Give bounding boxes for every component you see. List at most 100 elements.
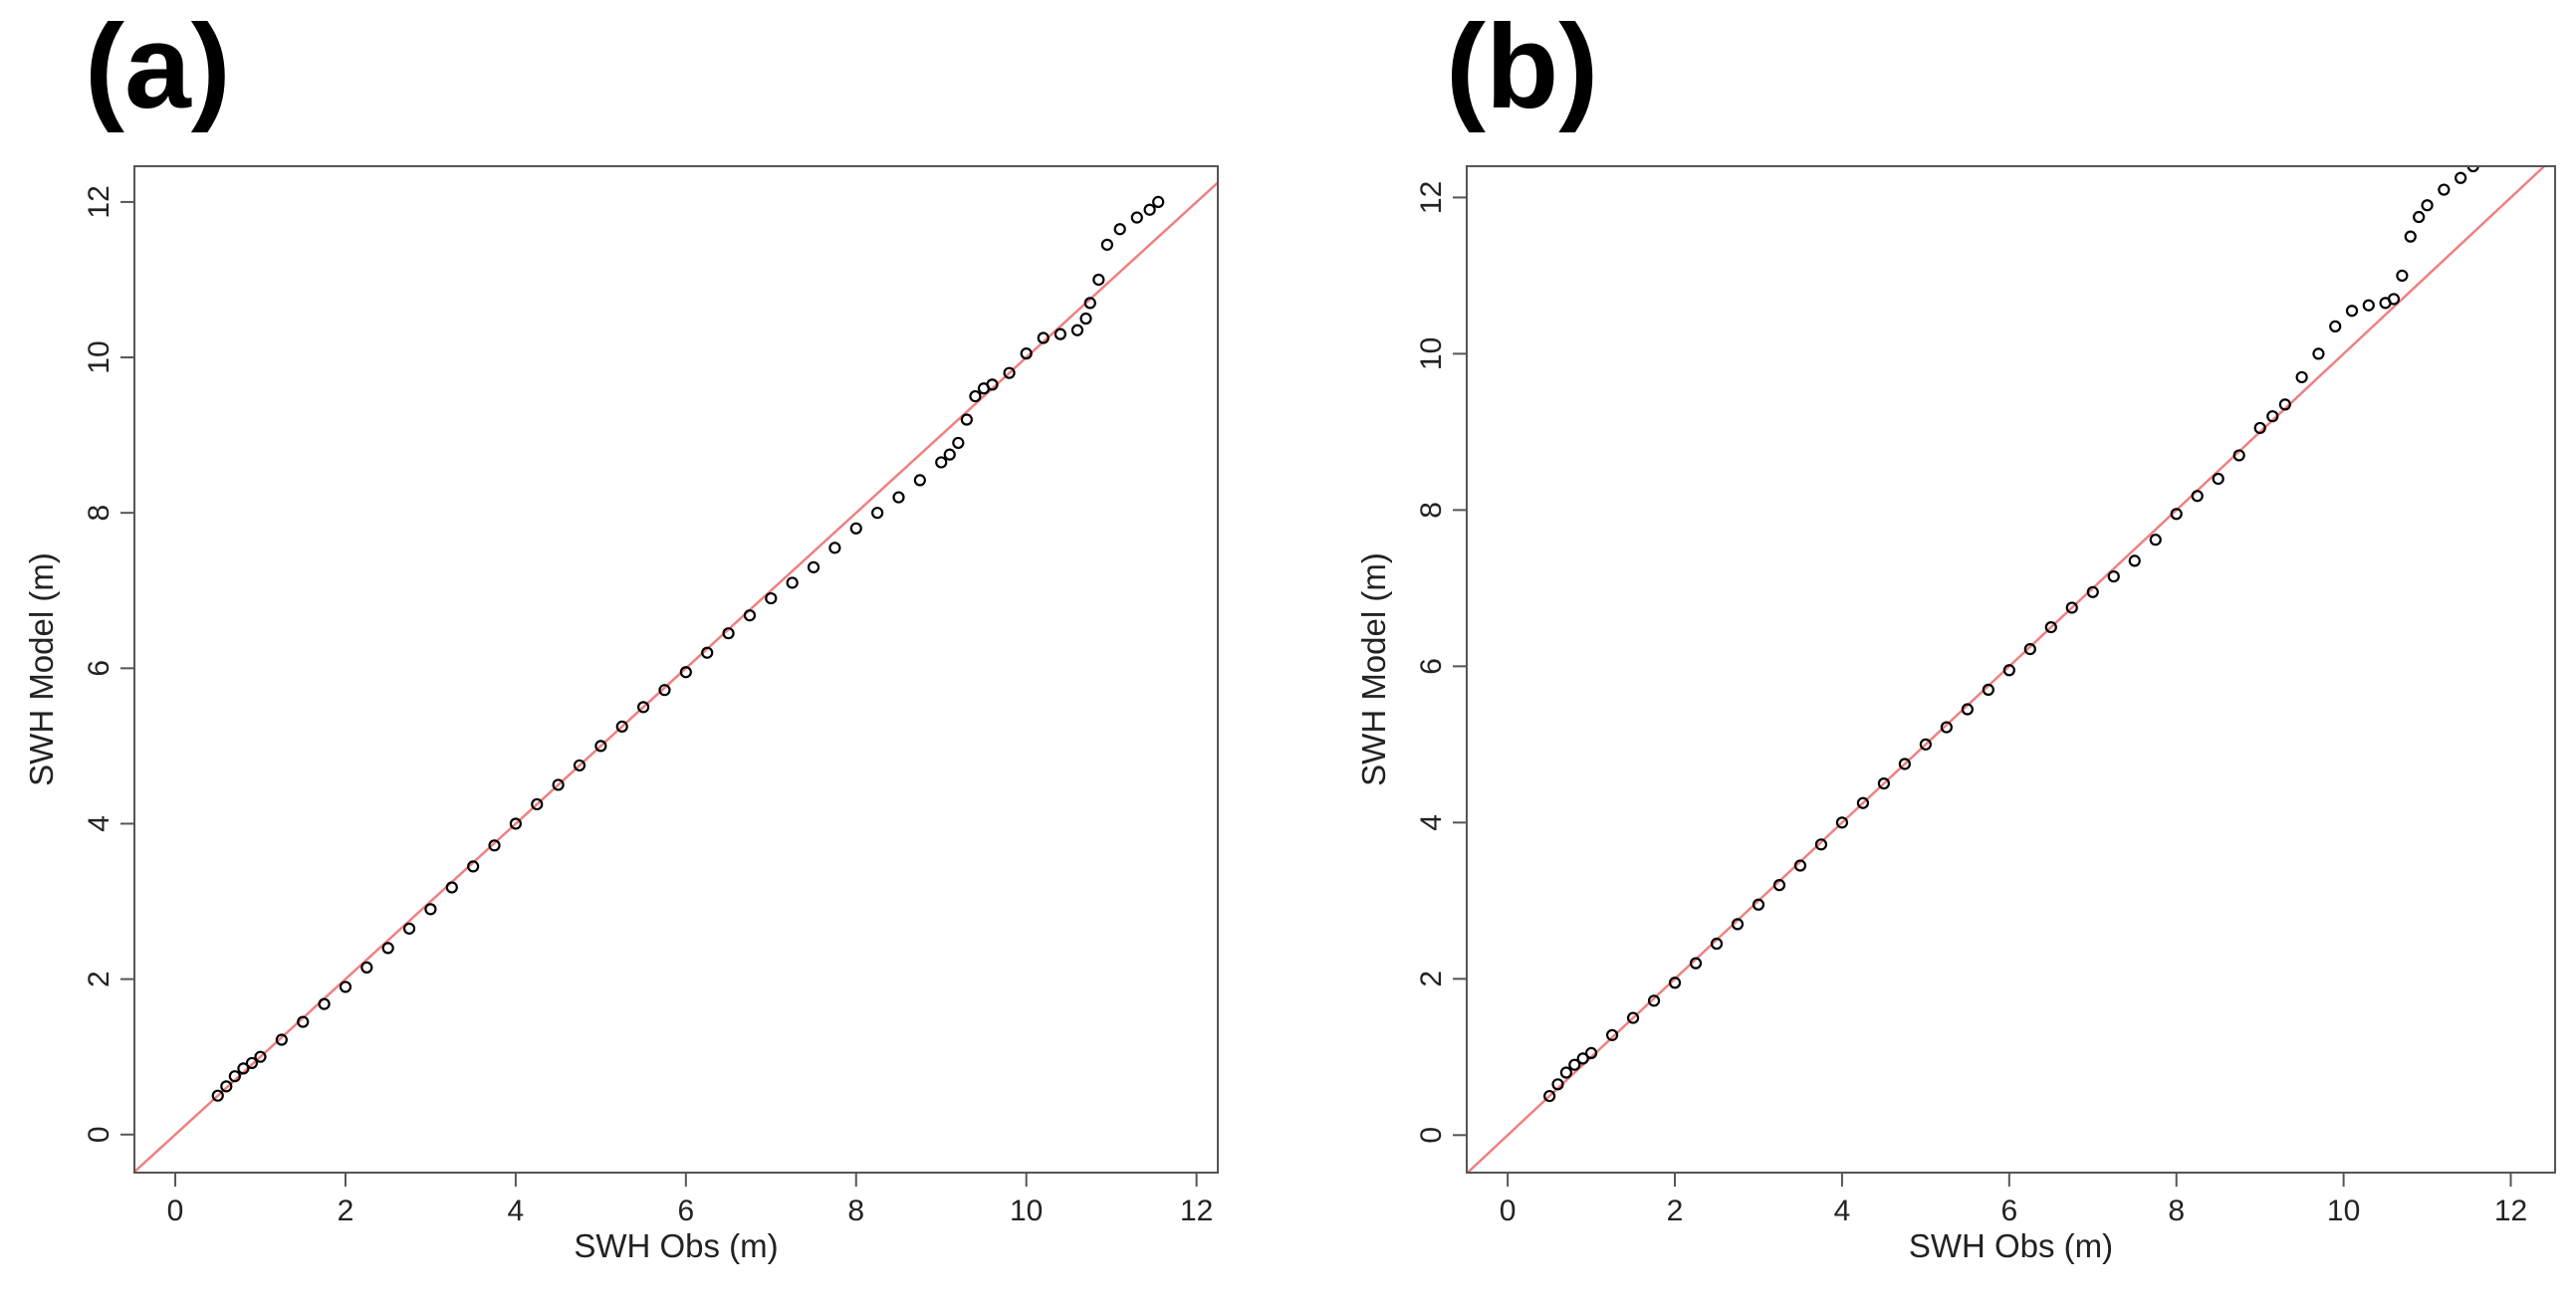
point [1940, 721, 1953, 734]
point [275, 1033, 288, 1046]
point [1037, 331, 1050, 344]
point [488, 839, 501, 852]
y-tick-label: 4 [1415, 814, 1448, 831]
point [1710, 937, 1724, 951]
point [573, 759, 586, 772]
point [1152, 195, 1165, 209]
point [339, 981, 352, 993]
point [424, 903, 437, 916]
point [615, 720, 628, 733]
x-axis-title: SWH Obs (m) [574, 1227, 778, 1264]
point [2295, 370, 2308, 384]
point [2345, 305, 2359, 318]
point [960, 413, 973, 426]
point [2232, 449, 2245, 462]
point [1576, 1052, 1589, 1065]
point [658, 684, 671, 697]
point [1083, 297, 1096, 310]
y-tick-label: 12 [83, 185, 116, 218]
x-tick-label: 12 [2494, 1195, 2527, 1227]
reference-line [134, 180, 1218, 1173]
x-tick-label: 0 [1500, 1195, 1517, 1227]
point [1054, 327, 1066, 340]
point [2396, 269, 2409, 282]
point [1856, 796, 1870, 809]
point [1551, 1078, 1564, 1091]
x-tick-label: 6 [2000, 1195, 2017, 1227]
point [1835, 816, 1849, 829]
point [2107, 569, 2120, 583]
point [531, 797, 544, 811]
point [2212, 472, 2225, 486]
point [743, 609, 757, 622]
point [2387, 293, 2401, 306]
point [1772, 879, 1786, 892]
y-tick-label: 12 [1415, 181, 1448, 214]
point [1543, 1089, 1556, 1103]
point [1100, 238, 1113, 251]
point [1568, 1058, 1581, 1071]
x-axis-title: SWH Obs (m) [1909, 1227, 2113, 1264]
x-tick-label: 4 [1834, 1195, 1851, 1227]
point [1626, 1011, 1640, 1024]
point [237, 1062, 250, 1075]
point [360, 961, 373, 974]
point [1079, 312, 1092, 326]
point [297, 1015, 310, 1028]
point [1113, 223, 1126, 236]
point [722, 627, 735, 640]
y-axis-title: SWH Model (m) [1355, 552, 1392, 786]
point [445, 881, 458, 894]
panel-label: (b) [1446, 0, 1598, 133]
y-tick-label: 4 [83, 815, 116, 832]
point [1961, 703, 1974, 716]
point [849, 522, 862, 535]
point [2266, 410, 2279, 423]
y-tick-label: 6 [83, 660, 116, 677]
point [2278, 398, 2291, 411]
point [2455, 171, 2467, 184]
y-tick-label: 10 [83, 340, 116, 373]
y-tick-label: 8 [83, 505, 116, 522]
point [1814, 838, 1828, 851]
point [2438, 183, 2451, 196]
x-tick-label: 2 [338, 1195, 354, 1227]
point [2023, 642, 2036, 656]
point [913, 474, 926, 487]
point [943, 448, 956, 461]
point [1020, 347, 1033, 360]
point [594, 740, 607, 753]
point [245, 1056, 259, 1070]
x-tick-label: 8 [847, 1195, 864, 1227]
point [1877, 777, 1890, 790]
point [679, 666, 692, 679]
point [786, 576, 799, 589]
point [1143, 203, 1156, 216]
plot-frame [1466, 165, 2556, 1174]
point [1092, 273, 1105, 287]
point [552, 778, 565, 791]
point [2170, 508, 2183, 521]
point [1982, 683, 1994, 697]
y-tick-label: 2 [83, 971, 116, 987]
point [467, 860, 480, 873]
point [2002, 664, 2015, 677]
point [509, 817, 522, 830]
point [2044, 621, 2057, 634]
point [2362, 299, 2375, 312]
point [2253, 421, 2266, 435]
x-tick-label: 0 [167, 1195, 184, 1227]
point [636, 701, 650, 714]
y-tick-label: 8 [1415, 502, 1448, 519]
point [892, 491, 905, 504]
point [969, 389, 982, 403]
point [1003, 366, 1016, 379]
point [935, 456, 948, 469]
y-tick-label: 0 [1415, 1127, 1448, 1144]
point [1689, 957, 1703, 970]
point [2404, 230, 2417, 243]
point [1919, 738, 1932, 751]
point [402, 922, 416, 935]
point [2149, 534, 2162, 546]
